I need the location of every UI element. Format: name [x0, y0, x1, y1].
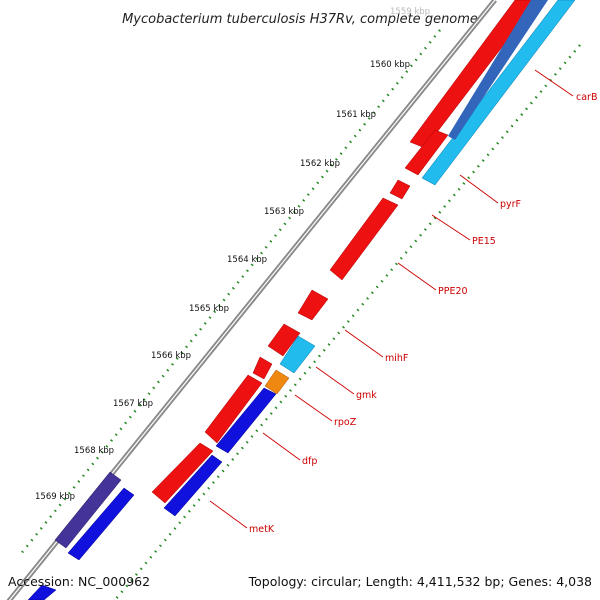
gene-PPE20[interactable] [329, 197, 399, 281]
gene-slate-1[interactable] [54, 471, 122, 549]
gene-label-dfp[interactable]: dfp [302, 456, 317, 467]
gene-label-metK[interactable]: metK [249, 524, 275, 535]
gene-PE15[interactable] [389, 179, 411, 200]
tick-label: 1561 kbp [336, 110, 376, 120]
gene-metK[interactable] [151, 442, 214, 504]
genes-reverse-strand [151, 0, 576, 504]
gene-label-rpoZ[interactable]: rpoZ [334, 417, 357, 428]
tick-label: 1567 kbp [113, 399, 153, 409]
gene-rpoZ[interactable] [264, 369, 290, 395]
topology-text: Topology: circular; Length: 4,411,532 bp… [248, 574, 592, 589]
map-title: Mycobacterium tuberculosis H37Rv, comple… [122, 12, 478, 27]
gene-label-pyrF[interactable]: pyrF [500, 199, 521, 210]
gene-label-mihF[interactable]: mihF [385, 353, 408, 364]
gene-label-carB[interactable]: carB [576, 92, 597, 103]
gene-blue-metK[interactable] [163, 454, 223, 517]
tick-label: 1565 kbp [189, 304, 229, 314]
gene-pyrF[interactable] [404, 129, 449, 176]
gene-rpoZ-neighbor[interactable] [252, 356, 273, 380]
tick-label: 1563 kbp [264, 207, 304, 217]
gene-labels: carB pyrF PE15 PPE20 mihF gmk rpoZ dfp m… [249, 92, 597, 535]
scale-dotted-lines [19, 29, 581, 600]
kbp-ticks: 1559 kbp 1560 kbp 1561 kbp 1562 kbp 1563… [35, 7, 430, 502]
gene-mihF-2[interactable] [267, 323, 301, 357]
accession-text: Accession: NC_000962 [8, 574, 150, 589]
tick-label: 1569 kbp [35, 492, 75, 502]
gene-label-PE15[interactable]: PE15 [472, 236, 496, 247]
tick-label: 1560 kbp [370, 60, 410, 70]
gene-label-gmk[interactable]: gmk [356, 390, 377, 401]
tick-label: 1559 kbp [390, 7, 430, 17]
gene-blue-1[interactable] [67, 487, 135, 561]
tick-label: 1568 kbp [74, 446, 114, 456]
genes-forward-strand [27, 387, 277, 600]
gene-gmk[interactable] [279, 335, 316, 374]
gene-label-PPE20[interactable]: PPE20 [438, 286, 468, 297]
gene-blue-dfp[interactable] [215, 387, 277, 454]
tick-label: 1562 kbp [300, 159, 340, 169]
tick-label: 1564 kbp [227, 255, 267, 265]
gene-dfp[interactable] [204, 374, 263, 444]
label-leader-lines [209, 69, 574, 529]
gene-blue-2[interactable] [27, 584, 57, 600]
gene-mihF[interactable] [297, 289, 329, 321]
genome-backbone [6, 0, 497, 600]
gene-carB-overlap[interactable] [448, 0, 548, 140]
tick-label: 1566 kbp [151, 351, 191, 361]
